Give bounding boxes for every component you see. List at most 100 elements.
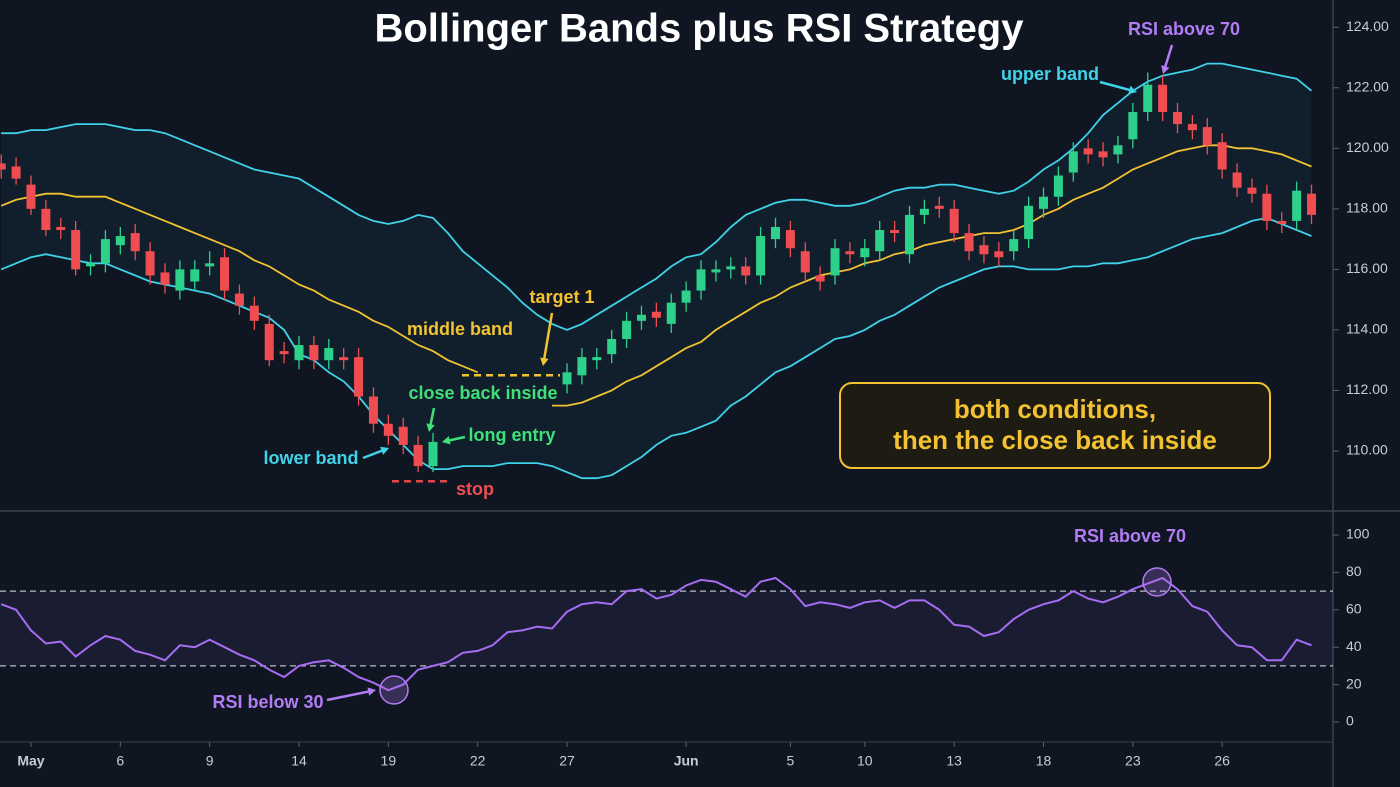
x-tick-label: 5 (786, 753, 794, 769)
candle-body (726, 266, 736, 270)
candle-body (1039, 196, 1048, 209)
candle-body (100, 239, 110, 264)
candle-body (830, 248, 840, 276)
annotation: target 1 (529, 287, 594, 307)
candle-body (115, 236, 125, 246)
annotation: RSI below 30 (212, 692, 323, 712)
level-band (0, 591, 1333, 666)
callout-text: then the close back inside (893, 425, 1217, 455)
band-fill (1, 63, 1312, 479)
candle-body (205, 263, 215, 267)
candle-body (0, 163, 6, 170)
candle-body (1262, 193, 1272, 221)
candle-body (890, 230, 900, 234)
candle-body (741, 266, 751, 276)
y-tick-label: 80 (1346, 563, 1362, 579)
candle-body (368, 396, 378, 424)
candle-body (354, 357, 364, 397)
candle-body (845, 251, 855, 255)
y-tick-label: 112.00 (1346, 381, 1388, 397)
annotation: long entry (468, 425, 555, 445)
x-tick-label: 18 (1036, 753, 1052, 769)
candle-body (1024, 205, 1034, 240)
y-tick-label: 122.00 (1346, 78, 1389, 94)
candle-body (279, 351, 289, 355)
candle-body (1247, 187, 1257, 194)
y-tick-label: 60 (1346, 600, 1362, 616)
candle-body (428, 441, 438, 467)
candle-body (1307, 193, 1317, 215)
candle-body (696, 269, 706, 291)
x-tick-label: 23 (1125, 753, 1141, 769)
candle-body (11, 166, 21, 179)
candle-body (1053, 175, 1063, 197)
candle-body (1083, 148, 1093, 155)
candle-body (309, 345, 319, 361)
candle-body (264, 323, 274, 361)
candle-body (875, 230, 885, 252)
candle-body (681, 290, 691, 303)
candle-body (577, 357, 587, 376)
candle-body (622, 320, 632, 339)
arrow-head (367, 687, 376, 696)
candle-body (160, 272, 170, 285)
candle-body (130, 233, 140, 252)
candle-body (234, 293, 244, 306)
candle-body (220, 257, 230, 291)
x-tick-label: 10 (857, 753, 873, 769)
candle-body (666, 302, 676, 324)
arrow-shaft (542, 312, 554, 363)
candle-body (175, 269, 185, 291)
y-tick-label: 20 (1346, 675, 1362, 691)
candle-body (1113, 145, 1123, 155)
candle-body (145, 251, 155, 276)
candle-body (770, 227, 780, 240)
candle-body (1292, 190, 1302, 221)
candle-body (1173, 111, 1183, 125)
candle-body (592, 357, 602, 361)
candle-body (860, 248, 870, 258)
candle-body (785, 230, 795, 249)
candle-body (1232, 172, 1242, 188)
candle-body (294, 345, 304, 361)
rsi-line (0, 576, 1312, 692)
x-tick-label: 14 (291, 753, 307, 769)
candle-body (1277, 220, 1287, 224)
annotation: RSI above 70 (1074, 526, 1186, 546)
y-tick-label: 114.00 (1346, 321, 1388, 337)
candle-body (756, 236, 766, 276)
candle-body (1098, 151, 1108, 158)
x-tick-label: 13 (946, 753, 962, 769)
candle-body (190, 269, 200, 282)
y-tick-label: 118.00 (1346, 200, 1388, 216)
chart-title: Bollinger Bands plus RSI Strategy (374, 7, 1024, 51)
candle-body (398, 426, 408, 445)
candle-body (979, 245, 989, 255)
candle-body (413, 444, 423, 467)
y-tick-label: 110.00 (1346, 442, 1388, 458)
annotation: close back inside (408, 383, 557, 403)
candle-body (964, 233, 974, 252)
candle-body (1128, 111, 1138, 140)
candle-body (249, 305, 259, 321)
candle-body (1158, 84, 1168, 112)
band-line (0, 144, 1312, 407)
annotation: upper band (1001, 64, 1099, 84)
candle-body (86, 263, 96, 267)
y-tick-label: 120.00 (1346, 139, 1389, 155)
candle-body (324, 348, 334, 361)
x-tick-label: Jun (674, 753, 699, 769)
arrow-head (540, 357, 549, 366)
candle-body (1187, 124, 1197, 131)
candle-body (1202, 127, 1212, 146)
candle-body (56, 227, 66, 231)
candle-body (383, 423, 393, 436)
band-line (0, 216, 1312, 480)
callout-text: both conditions, (954, 394, 1156, 424)
arrow-shaft (326, 689, 373, 702)
arrow-head (442, 436, 451, 445)
annotation: stop (456, 479, 494, 499)
annotation: middle band (407, 319, 513, 339)
candle-body (607, 338, 617, 355)
